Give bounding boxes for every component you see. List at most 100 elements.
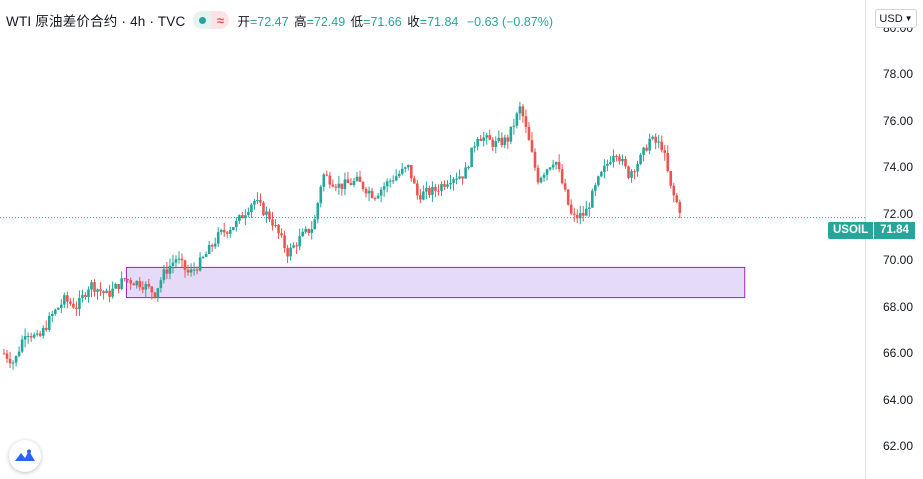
candle: [165, 262, 169, 280]
candle-body: [409, 164, 413, 179]
candle-body: [84, 294, 87, 297]
candle-body: [400, 168, 404, 174]
candle-body: [521, 106, 525, 117]
candle-body: [557, 161, 561, 170]
candle-body: [126, 279, 129, 281]
candle: [120, 271, 123, 291]
price-axis[interactable]: 62.00 64.00 66.00 68.00 70.00 72.00 74.00 76.00…: [866, 0, 923, 479]
candle: [2, 348, 6, 355]
candle-body: [403, 167, 407, 169]
candle: [286, 244, 289, 264]
candle: [265, 206, 268, 223]
candle: [488, 129, 492, 140]
market-open-dot-icon[interactable]: [193, 11, 212, 29]
candle: [328, 171, 332, 189]
candle-body: [168, 265, 172, 274]
candle-body: [416, 183, 419, 196]
candle: [530, 132, 534, 153]
chart-pane[interactable]: [0, 0, 866, 479]
candle-body: [554, 161, 558, 165]
candle-body: [105, 290, 108, 294]
candle-body: [328, 175, 332, 185]
candle: [41, 325, 45, 339]
candle: [343, 172, 347, 196]
candle-body: [183, 260, 187, 270]
candle: [177, 251, 181, 264]
candle-body: [539, 177, 543, 183]
candle-body: [171, 262, 175, 266]
candle-body: [216, 232, 220, 244]
candle-body: [177, 258, 181, 260]
candle-body: [406, 164, 410, 168]
candle-body: [72, 303, 75, 308]
candle-body: [17, 351, 21, 357]
candle-body: [87, 289, 90, 297]
candle: [361, 180, 365, 192]
candle-body: [307, 228, 311, 233]
candlestick-chart[interactable]: [0, 0, 866, 479]
candle: [358, 170, 362, 183]
candle-body: [482, 137, 486, 141]
candle: [639, 153, 642, 166]
candle-body: [117, 283, 120, 289]
candle: [400, 163, 404, 176]
candle: [458, 169, 461, 180]
symbol-legend: WTI 原油差价合约 · 4h · TVC ≈ 开=72.47 高=72.49 …: [6, 10, 553, 30]
candle: [93, 279, 96, 297]
candle: [446, 180, 449, 189]
candle: [651, 135, 654, 141]
status-indicators[interactable]: ≈: [193, 11, 230, 29]
candle: [476, 136, 479, 151]
candle: [123, 277, 126, 282]
candle-body: [238, 215, 241, 221]
candle-body: [560, 169, 564, 184]
candle: [213, 237, 217, 249]
candle-body: [295, 245, 298, 247]
candle-body: [219, 230, 223, 233]
candle-body: [271, 219, 274, 226]
candle-body: [322, 174, 326, 187]
candle: [557, 154, 561, 173]
candle-body: [675, 195, 679, 203]
candle: [409, 164, 413, 183]
candle: [102, 290, 105, 300]
candle: [69, 298, 72, 306]
candle-body: [298, 236, 301, 247]
candle: [26, 332, 30, 344]
candle-body: [428, 187, 431, 195]
currency-select[interactable]: USD ▼: [875, 9, 917, 28]
candle: [298, 228, 301, 251]
candle-body: [331, 184, 335, 187]
symbol-title[interactable]: WTI 原油差价合约 · 4h · TVC: [6, 14, 186, 29]
approx-wave-icon[interactable]: ≈: [211, 11, 230, 29]
candle-body: [250, 204, 253, 213]
candle-body: [201, 256, 205, 258]
price-axis-label: 72.00: [882, 206, 913, 221]
candle: [575, 209, 579, 223]
candle: [235, 217, 238, 232]
candle-body: [319, 186, 323, 204]
candle-body: [467, 167, 470, 169]
candle: [247, 207, 250, 218]
candle: [60, 299, 63, 314]
candle: [32, 332, 36, 339]
candle-body: [235, 220, 238, 228]
candle-body: [630, 171, 633, 178]
candle: [584, 200, 588, 216]
candle: [355, 171, 359, 182]
candle: [241, 211, 244, 219]
candle-body: [422, 191, 425, 200]
candle-body: [476, 138, 479, 147]
candle: [545, 168, 549, 181]
candle: [72, 297, 75, 309]
candle-body: [636, 164, 639, 172]
candle-body: [491, 139, 495, 147]
candle-body: [286, 248, 289, 257]
candle-body: [500, 137, 504, 146]
low-value: =71.66: [363, 14, 402, 29]
tradingview-logo-icon[interactable]: [9, 440, 41, 472]
candle-body: [446, 184, 449, 187]
candle-body: [669, 171, 673, 186]
candle-body: [325, 174, 329, 176]
candle: [180, 253, 184, 268]
